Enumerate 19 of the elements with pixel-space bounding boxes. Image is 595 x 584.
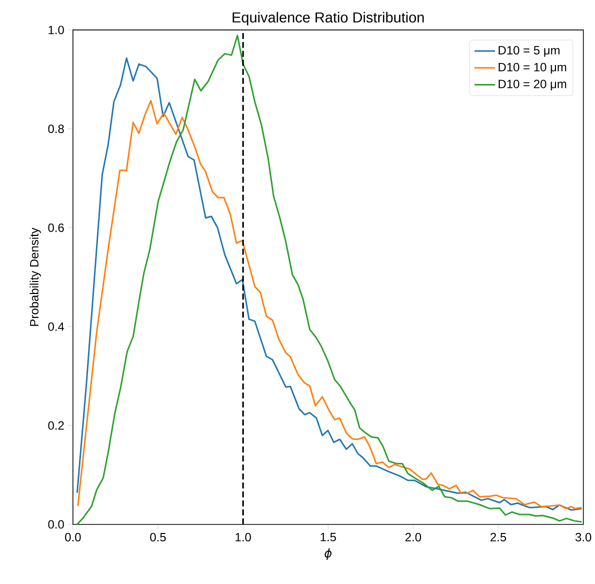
x-tick-label: 1.0 [236, 532, 251, 542]
x-axis-title: ϕ [324, 548, 332, 560]
chart-title: Equivalence Ratio Distribution [232, 12, 424, 26]
x-tick-label: 1.5 [320, 532, 336, 542]
x-tick-label: 2.0 [405, 532, 422, 542]
legend-label: D10 = 5 μm [498, 46, 560, 57]
y-tick-label: 0.6 [48, 223, 64, 232]
y-axis-title: Probability Density [30, 227, 41, 326]
y-tick-label: 0.2 [48, 421, 64, 430]
y-tick-label: 0.0 [48, 520, 64, 528]
x-tick-label: 2.5 [490, 532, 506, 542]
y-tick-label: 0.8 [48, 124, 64, 133]
x-tick-label: 0.0 [65, 532, 81, 542]
legend-label: D10 = 20 μm [498, 80, 566, 90]
y-tick-label: 0.4 [48, 322, 64, 331]
x-tick-label: 0.5 [150, 532, 166, 542]
y-tick-label: 1.0 [48, 26, 64, 34]
legend-label: D10 = 10 μm [498, 62, 566, 74]
x-tick-label: 3.0 [575, 532, 592, 542]
